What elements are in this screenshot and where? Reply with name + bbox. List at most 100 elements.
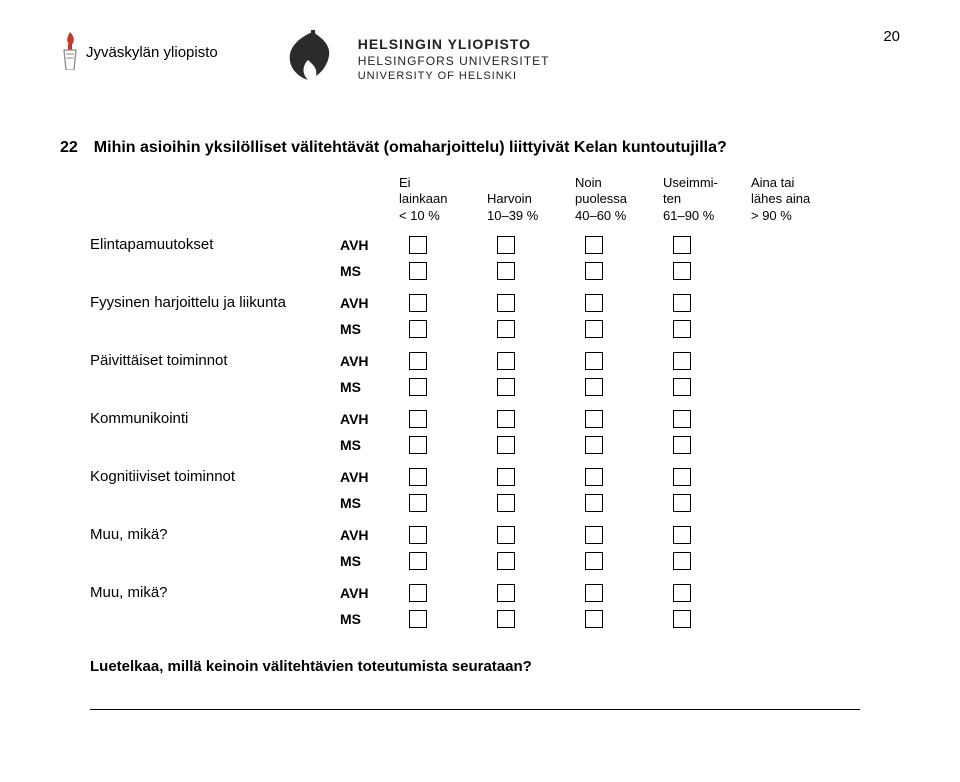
checkbox[interactable] [409,236,427,254]
checkbox-cell [395,610,483,628]
checkbox[interactable] [585,526,603,544]
checkbox[interactable] [409,378,427,396]
checkbox[interactable] [409,526,427,544]
checkbox[interactable] [585,494,603,512]
helsinki-text-block: HELSINGIN YLIOPISTO HELSINGFORS UNIVERSI… [358,36,550,82]
table-row: Fyysinen harjoittelu ja liikuntaAVH [90,290,900,316]
question-text: Mihin asioihin yksilölliset välitehtävät… [94,139,727,157]
checkbox[interactable] [585,610,603,628]
checkbox[interactable] [409,294,427,312]
row-subtype: MS [340,553,395,569]
checkbox[interactable] [673,378,691,396]
table-row-block: ElintapamuutoksetAVHMS [90,232,900,284]
checkbox[interactable] [409,320,427,338]
checkbox[interactable] [409,610,427,628]
checkbox[interactable] [673,262,691,280]
checkbox-cell [483,584,571,602]
hel-line1: HELSINGIN YLIOPISTO [358,36,550,52]
checkbox[interactable] [585,320,603,338]
checkbox-cell [483,610,571,628]
checkbox[interactable] [409,494,427,512]
checkbox[interactable] [585,410,603,428]
checkbox[interactable] [497,494,515,512]
helsinki-logo-block: HELSINGIN YLIOPISTO HELSINGFORS UNIVERSI… [278,28,550,89]
checkbox[interactable] [409,436,427,454]
checkbox[interactable] [585,378,603,396]
checkbox-cell [395,320,483,338]
checkbox[interactable] [409,352,427,370]
checkbox[interactable] [409,468,427,486]
checkbox-cell [659,352,747,370]
checkbox[interactable] [585,584,603,602]
checkbox[interactable] [585,468,603,486]
checkbox[interactable] [497,378,515,396]
checkbox[interactable] [497,352,515,370]
checkbox-cell [483,352,571,370]
checkbox-cell [483,436,571,454]
checkbox-cell [571,320,659,338]
checkbox[interactable] [585,352,603,370]
checkbox[interactable] [585,262,603,280]
checkbox-cell [483,468,571,486]
checkbox-cell [571,352,659,370]
row-label: Fyysinen harjoittelu ja liikunta [90,294,340,311]
row-label: Kommunikointi [90,410,340,427]
checkbox-cell [395,468,483,486]
checkbox[interactable] [673,294,691,312]
checkbox[interactable] [497,236,515,254]
checkbox[interactable] [673,584,691,602]
checkbox[interactable] [585,436,603,454]
header: Jyväskylän yliopisto HELSINGIN YLIOPISTO… [60,28,900,89]
checkbox[interactable] [585,552,603,570]
checkbox[interactable] [673,320,691,338]
checkbox[interactable] [409,262,427,280]
checkbox[interactable] [497,468,515,486]
checkbox[interactable] [673,352,691,370]
row-subtype: MS [340,379,395,395]
table-row: ElintapamuutoksetAVH [90,232,900,258]
checkbox[interactable] [409,410,427,428]
checkbox[interactable] [673,526,691,544]
checkbox-cell [483,552,571,570]
checkbox-cell [395,262,483,280]
checkbox-cell [571,494,659,512]
checkbox[interactable] [497,262,515,280]
checkbox[interactable] [409,584,427,602]
checkbox[interactable] [497,552,515,570]
col-header: Ei lainkaan < 10 % [395,175,483,224]
checkbox[interactable] [497,610,515,628]
checkbox[interactable] [409,552,427,570]
checkbox-cell [571,378,659,396]
table-row-block: Muu, mikä?AVHMS [90,580,900,632]
checkbox-cell [483,526,571,544]
checkbox-cell [659,436,747,454]
row-subtype: AVH [340,527,395,543]
checkbox-cell [395,584,483,602]
table-row: Kognitiiviset toiminnotAVH [90,464,900,490]
checkbox[interactable] [497,320,515,338]
checkbox[interactable] [585,294,603,312]
table-row: MS [90,316,900,342]
checkbox[interactable] [585,236,603,254]
checkbox[interactable] [673,610,691,628]
question-number: 22 [60,139,78,157]
checkbox[interactable] [497,436,515,454]
checkbox[interactable] [497,584,515,602]
checkbox-cell [395,352,483,370]
checkbox[interactable] [497,294,515,312]
checkbox[interactable] [673,436,691,454]
checkbox[interactable] [673,468,691,486]
checkbox[interactable] [673,236,691,254]
table-row: MS [90,606,900,632]
table-header: Ei lainkaan < 10 % Harvoin 10–39 % Noin … [90,175,900,224]
checkbox[interactable] [673,552,691,570]
checkbox[interactable] [497,526,515,544]
page-number: 20 [883,28,900,45]
checkbox-cell [659,610,747,628]
checkbox-cell [395,410,483,428]
checkbox[interactable] [497,410,515,428]
checkbox[interactable] [673,494,691,512]
checkbox[interactable] [673,410,691,428]
answer-line[interactable] [90,709,860,710]
checkbox-cell [571,610,659,628]
